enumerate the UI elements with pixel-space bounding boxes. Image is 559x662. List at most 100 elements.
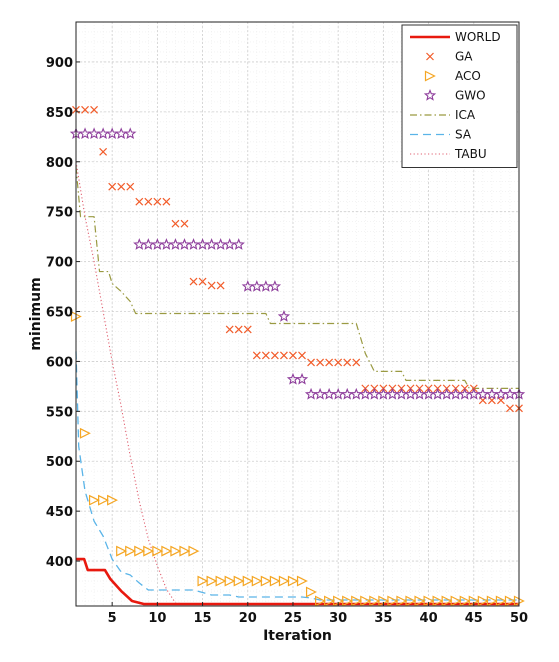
series-gwo [69, 127, 526, 400]
data-point-aco [360, 595, 372, 607]
data-point-gwo [295, 372, 309, 385]
x-tick-label: 25 [284, 611, 302, 626]
x-tick-label: 30 [329, 611, 347, 626]
x-tick-label: 35 [374, 611, 392, 626]
legend-label-ga: GA [455, 50, 473, 64]
legend-swatch-aco [424, 70, 436, 82]
y-tick-label: 500 [46, 455, 73, 470]
data-point-aco [351, 595, 363, 607]
y-tick-label: 650 [46, 306, 73, 321]
data-point-aco [107, 494, 119, 506]
data-point-aco [305, 586, 317, 598]
data-point-ga [153, 197, 162, 206]
legend-item-aco: ACO [424, 69, 481, 83]
data-point-aco [188, 545, 200, 557]
data-point-ga [216, 281, 225, 290]
legend-swatch-gwo [423, 89, 437, 101]
data-point-ga [99, 147, 108, 156]
data-point-aco [206, 575, 218, 587]
data-point-aco [296, 575, 308, 587]
series-ica [75, 166, 519, 389]
data-point-ga [180, 219, 189, 228]
data-point-gwo [232, 238, 245, 250]
data-point-ga [234, 325, 243, 334]
data-point-aco [387, 595, 399, 607]
data-point-aco [152, 545, 164, 557]
data-point-gwo [268, 280, 282, 292]
x-tick-label: 20 [239, 611, 257, 626]
data-point-aco [324, 595, 335, 607]
data-point-aco [134, 545, 146, 557]
data-point-aco [477, 595, 489, 607]
data-point-aco [233, 575, 245, 587]
data-point-gwo [277, 310, 291, 322]
data-point-ga [289, 351, 297, 360]
data-point-aco [278, 575, 290, 587]
data-point-aco [504, 595, 516, 607]
data-point-ga [334, 358, 343, 367]
legend-label-gwo: GWO [455, 89, 486, 103]
data-point-aco [486, 595, 498, 607]
data-point-ga [108, 182, 117, 191]
tick-labels: 5 10 15 20 25 30 35 40 45 50 400 450 500 550 600 650 700… [46, 56, 528, 626]
data-point-ga [126, 182, 135, 191]
data-point-ga [270, 351, 279, 360]
data-point-ga [81, 105, 89, 114]
legend-label-ica: ICA [455, 108, 476, 122]
y-tick-label: 400 [46, 555, 73, 570]
data-point-aco [315, 595, 326, 607]
data-point-ga [171, 219, 180, 228]
data-point-ga [117, 182, 126, 191]
data-point-aco [495, 595, 507, 607]
data-point-aco [215, 575, 227, 587]
data-point-aco [450, 595, 462, 607]
series-line-ica [75, 166, 519, 389]
y-tick-label: 450 [46, 505, 73, 520]
data-point-ga [252, 351, 261, 360]
x-tick-label: 5 [108, 611, 117, 626]
data-point-aco [125, 545, 137, 557]
data-point-aco [143, 545, 155, 557]
data-point-aco [459, 595, 471, 607]
data-point-ga [198, 277, 207, 286]
x-tick-label: 45 [465, 611, 483, 626]
data-point-ga [506, 404, 514, 413]
plot-frame [75, 21, 520, 607]
legend-label-world: WORLD [455, 30, 501, 44]
x-tick-label: 40 [420, 611, 438, 626]
data-point-gwo [124, 127, 137, 140]
y-tick-label: 750 [46, 206, 73, 221]
data-point-ga [189, 277, 198, 286]
legend-label-sa: SA [455, 128, 472, 142]
data-point-aco [405, 595, 417, 607]
legend-swatch-ga [426, 52, 434, 61]
y-tick-label: 850 [46, 106, 73, 121]
data-point-ga [243, 325, 252, 334]
data-point-ga [135, 197, 144, 206]
data-point-ga [207, 281, 216, 290]
data-point-aco [287, 575, 299, 587]
x-tick-label: 10 [148, 611, 166, 626]
series-sa [75, 351, 519, 601]
data-point-aco [396, 595, 408, 607]
data-point-aco [260, 575, 272, 587]
legend-item-gwo: GWO [423, 89, 486, 103]
data-point-aco [342, 595, 354, 607]
y-tick-label: 550 [46, 405, 73, 420]
legend-label-aco: ACO [455, 69, 481, 83]
data-point-ga [90, 105, 99, 114]
series-line-sa [75, 351, 519, 601]
data-point-aco [369, 595, 381, 607]
data-point-ga [162, 197, 171, 206]
data-point-ga [316, 358, 325, 367]
legend: WORLD GA ACO GWO ICA SA TABU [401, 24, 518, 168]
data-point-ga [307, 358, 315, 367]
data-point-aco [242, 575, 254, 587]
data-point-aco [179, 545, 191, 557]
legend-item-world: WORLD [410, 30, 501, 44]
legend-item-sa: SA [410, 128, 472, 142]
data-point-ga [343, 358, 352, 367]
x-axis-label: Iteration [263, 628, 332, 644]
data-point-ga [261, 351, 270, 360]
data-point-aco [251, 575, 263, 587]
